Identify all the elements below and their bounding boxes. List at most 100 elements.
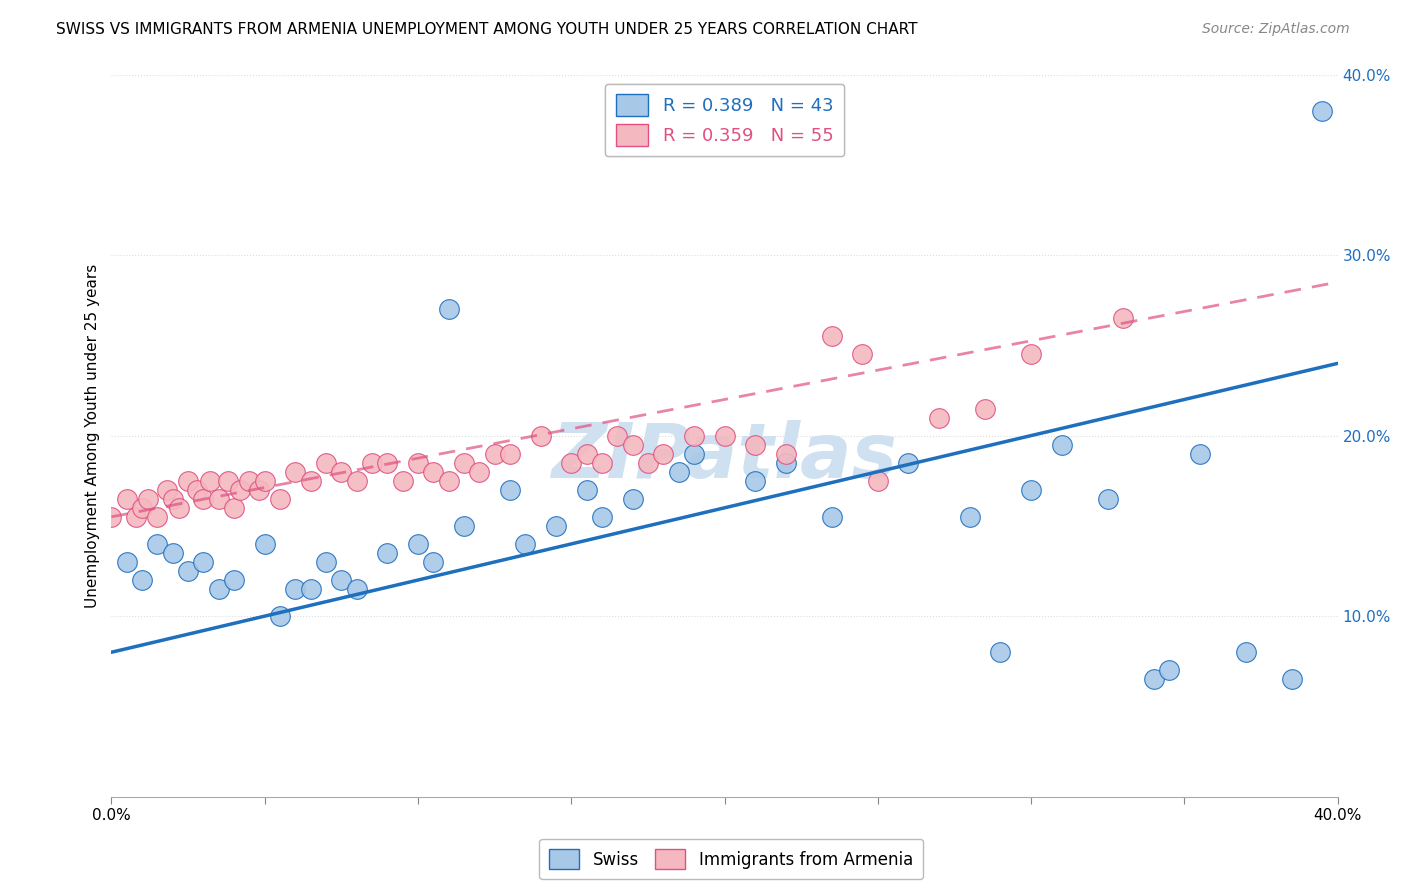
Point: [1188, 447, 1211, 461]
Point: [484, 447, 506, 461]
Point: [560, 456, 582, 470]
Point: [1097, 491, 1119, 506]
Point: [422, 555, 444, 569]
Point: [821, 509, 844, 524]
Point: [959, 509, 981, 524]
Point: [162, 491, 184, 506]
Point: [1112, 311, 1135, 326]
Point: [222, 573, 245, 587]
Point: [422, 465, 444, 479]
Point: [217, 474, 239, 488]
Point: [238, 474, 260, 488]
Point: [269, 609, 291, 624]
Point: [136, 491, 159, 506]
Point: [177, 564, 200, 578]
Text: Source: ZipAtlas.com: Source: ZipAtlas.com: [1202, 22, 1350, 37]
Point: [928, 410, 950, 425]
Text: ZIPatlas: ZIPatlas: [551, 420, 897, 494]
Point: [575, 483, 598, 497]
Point: [575, 447, 598, 461]
Point: [591, 456, 613, 470]
Point: [131, 500, 153, 515]
Point: [346, 474, 368, 488]
Point: [222, 500, 245, 515]
Point: [193, 491, 215, 506]
Point: [637, 456, 659, 470]
Point: [1050, 437, 1073, 451]
Point: [515, 537, 537, 551]
Point: [529, 428, 551, 442]
Point: [391, 474, 413, 488]
Point: [897, 456, 920, 470]
Point: [990, 645, 1012, 659]
Point: [361, 456, 384, 470]
Point: [177, 474, 200, 488]
Point: [1310, 103, 1333, 118]
Point: [652, 447, 675, 461]
Point: [346, 582, 368, 596]
Point: [253, 474, 276, 488]
Point: [115, 555, 138, 569]
Point: [284, 465, 307, 479]
Point: [591, 509, 613, 524]
Point: [437, 302, 460, 317]
Point: [851, 347, 873, 361]
Point: [1281, 673, 1303, 687]
Point: [544, 519, 567, 533]
Point: [229, 483, 252, 497]
Point: [1019, 483, 1042, 497]
Point: [621, 491, 644, 506]
Legend: R = 0.389   N = 43, R = 0.359   N = 55: R = 0.389 N = 43, R = 0.359 N = 55: [605, 84, 844, 156]
Point: [744, 437, 766, 451]
Point: [683, 447, 706, 461]
Point: [499, 447, 522, 461]
Point: [299, 582, 322, 596]
Point: [821, 329, 844, 343]
Point: [315, 456, 337, 470]
Point: [406, 456, 429, 470]
Text: SWISS VS IMMIGRANTS FROM ARMENIA UNEMPLOYMENT AMONG YOUTH UNDER 25 YEARS CORRELA: SWISS VS IMMIGRANTS FROM ARMENIA UNEMPLO…: [56, 22, 918, 37]
Point: [146, 537, 169, 551]
Point: [247, 483, 270, 497]
Point: [683, 428, 706, 442]
Point: [974, 401, 997, 416]
Point: [315, 555, 337, 569]
Point: [193, 555, 215, 569]
Legend: Swiss, Immigrants from Armenia: Swiss, Immigrants from Armenia: [540, 838, 922, 880]
Point: [713, 428, 735, 442]
Point: [330, 573, 353, 587]
Point: [668, 465, 690, 479]
Point: [406, 537, 429, 551]
Point: [1234, 645, 1257, 659]
Y-axis label: Unemployment Among Youth under 25 years: Unemployment Among Youth under 25 years: [86, 263, 100, 607]
Point: [186, 483, 208, 497]
Point: [453, 456, 475, 470]
Point: [437, 474, 460, 488]
Point: [146, 509, 169, 524]
Point: [453, 519, 475, 533]
Point: [744, 474, 766, 488]
Point: [125, 509, 148, 524]
Point: [775, 447, 797, 461]
Point: [499, 483, 522, 497]
Point: [167, 500, 190, 515]
Point: [155, 483, 177, 497]
Point: [253, 537, 276, 551]
Point: [269, 491, 291, 506]
Point: [1019, 347, 1042, 361]
Point: [208, 491, 231, 506]
Point: [162, 546, 184, 560]
Point: [330, 465, 353, 479]
Point: [1157, 663, 1180, 677]
Point: [621, 437, 644, 451]
Point: [198, 474, 221, 488]
Point: [299, 474, 322, 488]
Point: [866, 474, 889, 488]
Point: [375, 456, 398, 470]
Point: [100, 509, 122, 524]
Point: [284, 582, 307, 596]
Point: [775, 456, 797, 470]
Point: [375, 546, 398, 560]
Point: [131, 573, 153, 587]
Point: [115, 491, 138, 506]
